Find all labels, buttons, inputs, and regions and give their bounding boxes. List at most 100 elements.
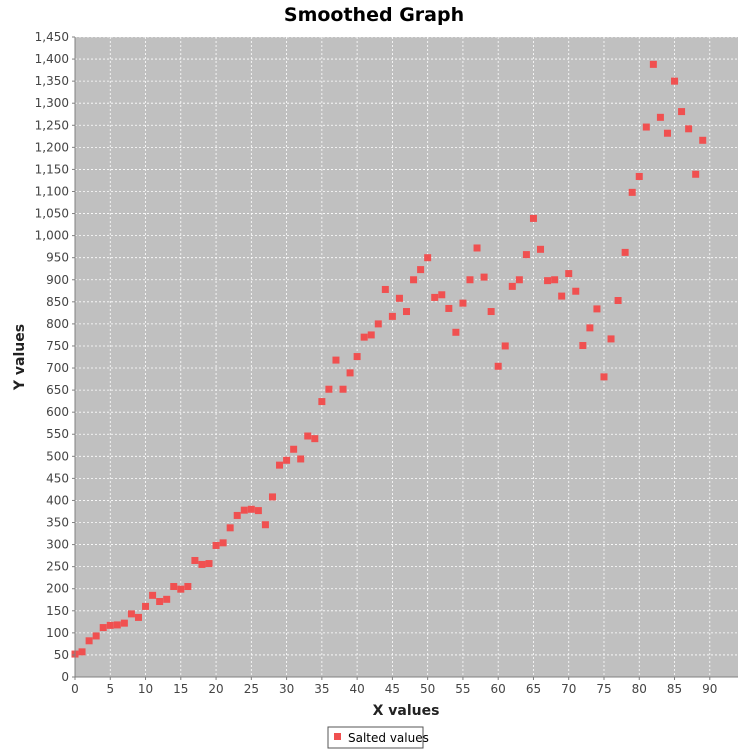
data-point (205, 560, 213, 568)
data-point (134, 613, 142, 621)
x-axis-ticks: 0 5 10 15 20 25 30 35 40 45 50 55 60 65 70 75 80 85 90 (71, 677, 717, 696)
data-point (233, 511, 241, 519)
data-point (311, 435, 319, 443)
data-point (685, 125, 693, 133)
data-point (678, 108, 686, 116)
data-point (191, 556, 199, 564)
data-point (127, 610, 135, 618)
data-point (163, 595, 171, 603)
y-tick-label: 200 (46, 582, 69, 596)
data-point (424, 254, 432, 262)
x-tick-label: 0 (71, 682, 79, 696)
y-tick-label: 1,000 (35, 229, 69, 243)
y-tick-label: 500 (46, 449, 69, 463)
x-tick-label: 85 (667, 682, 682, 696)
data-point (508, 282, 516, 290)
data-point (156, 598, 164, 606)
data-point (600, 373, 608, 381)
x-tick-label: 60 (491, 682, 506, 696)
data-point (551, 276, 559, 284)
x-tick-label: 15 (173, 682, 188, 696)
x-tick-label: 35 (314, 682, 329, 696)
data-point (417, 266, 425, 274)
y-tick-label: 950 (46, 251, 69, 265)
data-point (565, 270, 573, 278)
y-tick-label: 1,150 (35, 162, 69, 176)
y-axis-ticks: 0 50 100 150 200 250 300 350 400 450 500 550 600 650 7… (35, 30, 75, 684)
data-point (149, 591, 157, 599)
data-point (621, 248, 629, 256)
data-point (438, 291, 446, 299)
data-point (593, 305, 601, 313)
x-tick-label: 45 (385, 682, 400, 696)
data-point (642, 123, 650, 131)
data-point (254, 507, 262, 515)
data-point (501, 342, 509, 350)
data-point (572, 287, 580, 295)
chart-title: Smoothed Graph (284, 4, 464, 26)
data-points (71, 60, 707, 658)
data-point (487, 308, 495, 316)
legend-marker (334, 733, 341, 740)
data-point (99, 624, 107, 632)
data-point (388, 312, 396, 320)
x-tick-label: 70 (561, 682, 576, 696)
data-point (579, 342, 587, 350)
data-point (219, 539, 227, 547)
data-point (395, 294, 403, 302)
x-tick-label: 20 (208, 682, 223, 696)
data-point (663, 129, 671, 137)
data-point (692, 170, 700, 178)
y-tick-label: 1,450 (35, 30, 69, 44)
data-point (170, 583, 178, 591)
data-point (403, 308, 410, 316)
data-point (586, 324, 594, 332)
y-axis-label: Y values (12, 324, 28, 391)
data-point (515, 276, 523, 284)
x-tick-label: 55 (455, 682, 470, 696)
y-tick-label: 1,050 (35, 207, 69, 221)
x-tick-label: 10 (138, 682, 153, 696)
data-point (332, 356, 340, 364)
x-tick-label: 80 (632, 682, 647, 696)
data-point (106, 621, 114, 629)
data-point (431, 293, 439, 301)
data-point (142, 602, 150, 610)
data-point (374, 320, 382, 328)
data-point (529, 214, 537, 222)
y-tick-label: 1,200 (35, 140, 69, 154)
y-tick-label: 550 (46, 427, 69, 441)
y-tick-label: 400 (46, 493, 69, 507)
data-point (452, 328, 460, 336)
x-tick-label: 75 (596, 682, 611, 696)
grid-lines (75, 36, 738, 677)
y-tick-label: 900 (46, 273, 69, 287)
y-tick-label: 100 (46, 626, 69, 640)
x-tick-label: 90 (702, 682, 717, 696)
y-tick-label: 1,300 (35, 96, 69, 110)
data-point (297, 455, 305, 463)
data-point (544, 277, 552, 285)
y-tick-label: 700 (46, 361, 69, 375)
data-point (226, 524, 234, 532)
data-point (261, 521, 269, 529)
y-tick-label: 150 (46, 604, 69, 618)
data-point (381, 285, 389, 293)
y-tick-label: 1,400 (35, 52, 69, 66)
y-tick-label: 1,350 (35, 74, 69, 88)
data-point (318, 398, 326, 406)
data-point (78, 648, 86, 656)
data-point (558, 292, 566, 300)
y-tick-label: 800 (46, 317, 69, 331)
data-point (671, 77, 679, 85)
data-point (628, 188, 636, 196)
data-point (445, 304, 453, 312)
y-tick-label: 750 (46, 339, 69, 353)
x-tick-label: 25 (244, 682, 259, 696)
y-tick-label: 650 (46, 383, 69, 397)
data-point (85, 637, 93, 645)
data-point (247, 505, 255, 513)
data-point (473, 244, 481, 252)
y-tick-label: 1,250 (35, 118, 69, 132)
